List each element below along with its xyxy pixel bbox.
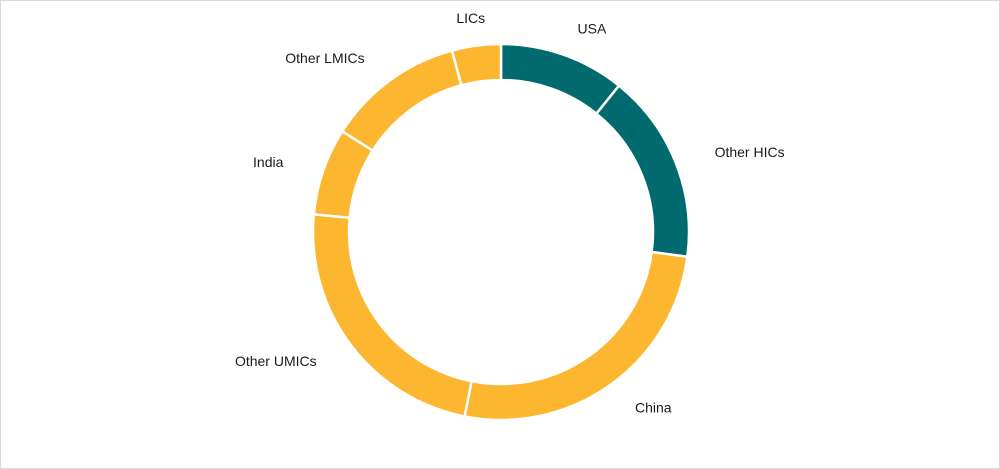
label-china: China	[635, 400, 672, 416]
label-lics: LICs	[456, 10, 485, 26]
slice-china	[463, 250, 689, 422]
slice-lics	[450, 42, 503, 87]
label-other-umics: Other UMICs	[235, 353, 317, 369]
slice-other-umics	[311, 212, 474, 418]
label-india: India	[253, 154, 284, 170]
slice-other-hics	[594, 83, 691, 259]
slice-usa	[499, 42, 621, 116]
label-other-hics: Other HICs	[715, 144, 785, 160]
label-usa: USA	[578, 20, 607, 36]
label-other-lmics: Other LMICs	[285, 50, 364, 66]
